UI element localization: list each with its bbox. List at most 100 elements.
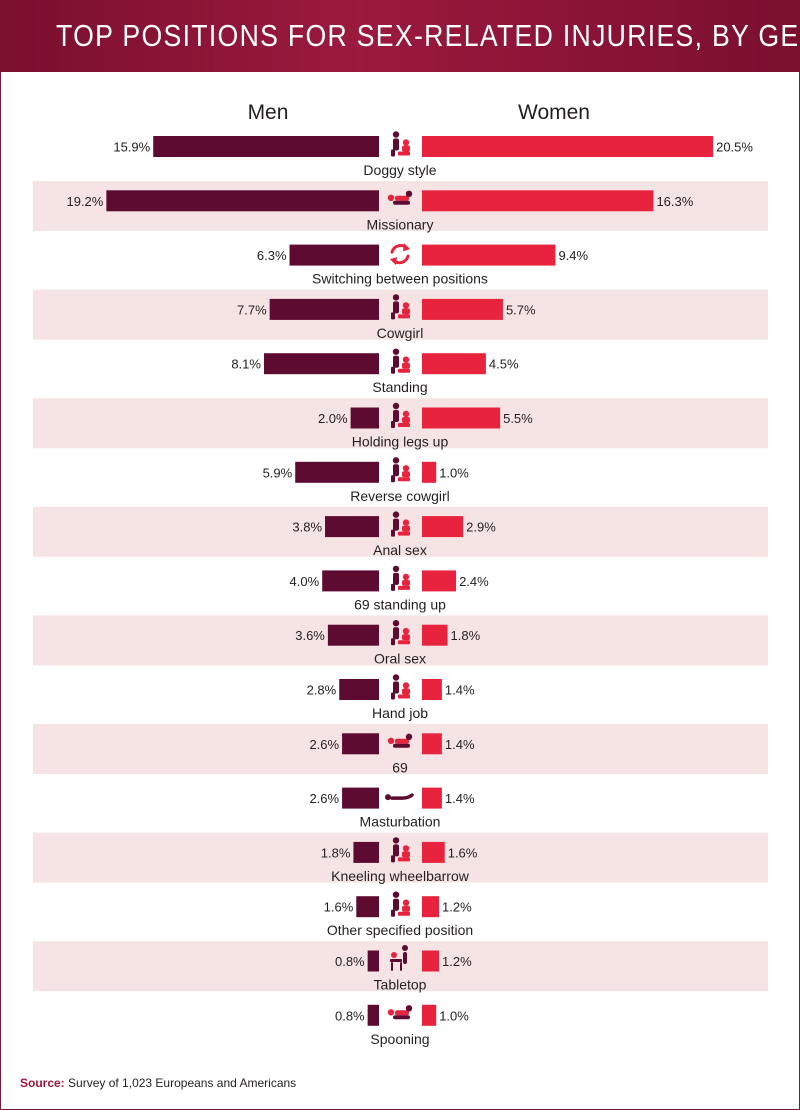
women-value-label: 1.4% xyxy=(445,737,475,752)
women-bar xyxy=(422,679,442,700)
kneeling-wheelbarrow-icon xyxy=(391,837,410,863)
women-bar xyxy=(422,244,556,266)
anal-sex-icon xyxy=(391,511,410,537)
chart-row: 4.0% 2.4% 69 standing up xyxy=(290,565,489,612)
men-value-label: 19.2% xyxy=(66,194,103,209)
men-bar xyxy=(339,679,379,700)
category-label: Standing xyxy=(372,379,427,395)
women-bar xyxy=(422,461,437,483)
women-bar xyxy=(422,841,445,863)
chart-row: 2.6% 1.4% Masturbation xyxy=(309,787,475,830)
men-value-label: 0.8% xyxy=(335,1008,365,1023)
chart-row: 2.8% 1.4% Hand job xyxy=(307,674,475,721)
women-value-label: 4.5% xyxy=(489,357,519,372)
women-bar xyxy=(422,136,714,157)
men-value-label: 5.9% xyxy=(263,465,293,480)
other-position-icon xyxy=(391,891,410,917)
women-value-label: 1.0% xyxy=(439,1008,469,1023)
women-bar xyxy=(422,516,464,538)
men-value-label: 3.6% xyxy=(295,628,325,643)
women-column-header: Women xyxy=(518,101,590,124)
chart-row: 5.9% 1.0% Reverse cowgirl xyxy=(263,457,469,504)
chart-row: 0.8% 1.0% Spooning xyxy=(335,1004,469,1047)
men-bar xyxy=(106,190,380,212)
women-value-label: 1.6% xyxy=(448,845,478,860)
women-value-label: 1.2% xyxy=(442,954,472,969)
category-label: Holding legs up xyxy=(352,434,449,450)
women-value-label: 1.2% xyxy=(442,900,472,915)
women-bar xyxy=(422,298,503,320)
doggy-style-icon xyxy=(391,131,410,157)
category-label: Anal sex xyxy=(373,542,427,558)
men-bar xyxy=(350,407,379,429)
hand-job-icon xyxy=(391,674,410,700)
women-bar xyxy=(422,190,654,212)
men-value-label: 7.7% xyxy=(237,302,267,317)
category-label: Reverse cowgirl xyxy=(350,488,450,504)
men-bar xyxy=(353,841,379,863)
standing-icon xyxy=(391,348,410,374)
men-value-label: 3.8% xyxy=(292,520,322,535)
men-value-label: 1.8% xyxy=(321,845,351,860)
women-bar xyxy=(422,570,457,592)
tabletop-icon xyxy=(390,945,408,971)
category-label: Oral sex xyxy=(374,651,426,667)
missionary-icon xyxy=(387,190,413,205)
category-label: 69 standing up xyxy=(354,596,446,612)
women-bar xyxy=(422,353,486,375)
category-label: Masturbation xyxy=(360,814,441,830)
women-bar xyxy=(422,896,440,918)
women-bar xyxy=(422,407,501,429)
category-label: Kneeling wheelbarrow xyxy=(331,868,470,884)
men-value-label: 2.0% xyxy=(318,411,348,426)
chart-row: 8.1% 4.5% Standing xyxy=(231,348,519,395)
holding-legs-up-icon xyxy=(391,402,410,428)
spooning-icon xyxy=(387,1005,413,1020)
men-column-header: Men xyxy=(248,101,289,124)
chart-row: 0.8% 1.2% Tabletop xyxy=(335,945,472,993)
men-bar xyxy=(153,136,379,157)
women-value-label: 9.4% xyxy=(558,248,588,263)
women-value-label: 1.4% xyxy=(445,683,475,698)
women-value-label: 1.4% xyxy=(445,791,475,806)
chart-title: TOP POSITIONS FOR SEX-RELATED INJURIES, … xyxy=(56,18,800,53)
women-value-label: 2.4% xyxy=(459,574,489,589)
men-bar xyxy=(289,244,379,266)
men-bar xyxy=(322,570,379,592)
chart-row: 1.8% 1.6% Kneeling wheelbarrow xyxy=(321,837,478,884)
men-value-label: 2.6% xyxy=(309,791,339,806)
reverse-cowgirl-icon xyxy=(391,457,410,483)
women-value-label: 5.7% xyxy=(506,302,536,317)
men-bar xyxy=(263,353,379,375)
category-label: Missionary xyxy=(367,216,434,232)
chart-row: 2.6% 1.4% 69 xyxy=(309,733,475,775)
women-value-label: 2.9% xyxy=(466,520,496,535)
masturbation-icon xyxy=(385,793,414,801)
category-label: Other specified position xyxy=(327,922,473,938)
women-value-label: 16.3% xyxy=(656,194,693,209)
women-bar xyxy=(422,1004,437,1026)
row-bands xyxy=(33,181,768,992)
category-label: 69 xyxy=(392,759,408,775)
men-value-label: 15.9% xyxy=(113,140,150,155)
row-band xyxy=(33,724,768,774)
category-label: Doggy style xyxy=(363,162,436,178)
men-value-label: 6.3% xyxy=(257,248,287,263)
men-value-label: 8.1% xyxy=(231,357,261,372)
69-standing-icon xyxy=(391,565,410,591)
women-value-label: 5.5% xyxy=(503,411,533,426)
men-value-label: 2.6% xyxy=(309,737,339,752)
chart-row: 3.6% 1.8% Oral sex xyxy=(295,620,481,667)
source-text: Survey of 1,023 Europeans and Americans xyxy=(68,1076,297,1090)
men-value-label: 2.8% xyxy=(307,683,337,698)
women-bar xyxy=(422,733,442,755)
men-bar xyxy=(269,298,379,320)
source-note: Source: Survey of 1,023 Europeans and Am… xyxy=(20,1076,296,1090)
category-label: Cowgirl xyxy=(377,325,424,341)
source-label: Source: xyxy=(20,1076,65,1090)
men-bar xyxy=(295,461,379,483)
women-value-label: 1.8% xyxy=(451,628,481,643)
category-label: Tabletop xyxy=(374,977,427,993)
men-value-label: 4.0% xyxy=(290,574,320,589)
